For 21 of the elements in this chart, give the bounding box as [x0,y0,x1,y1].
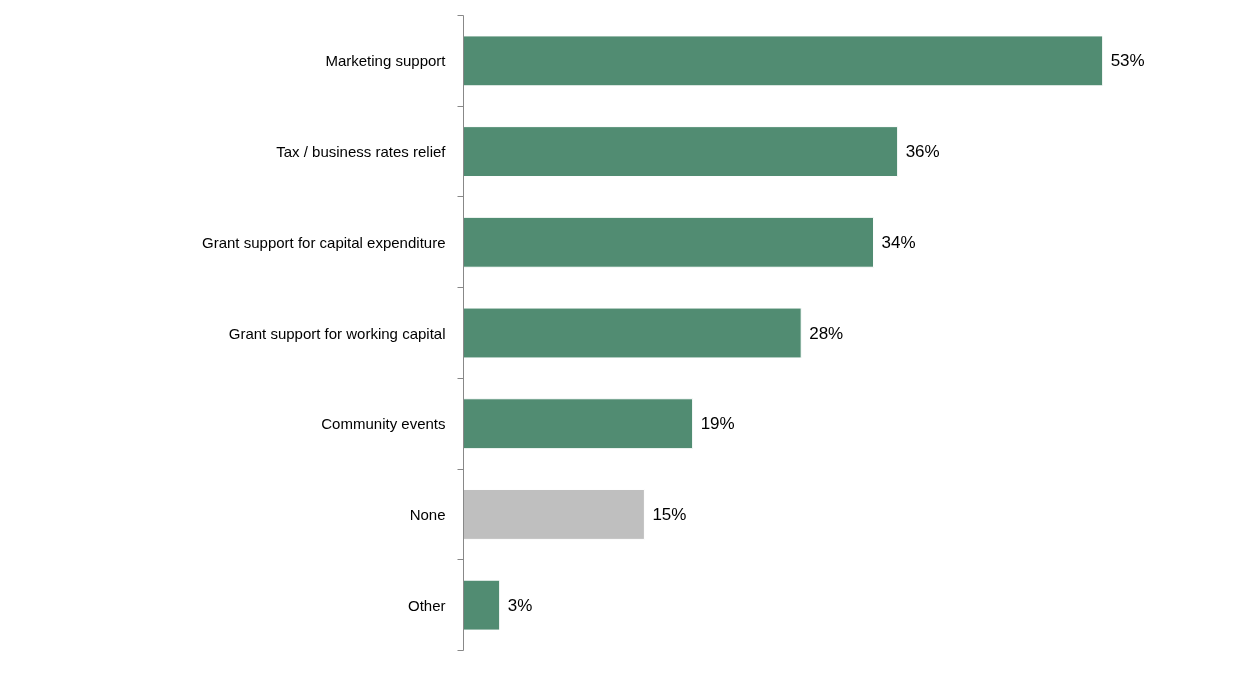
y-tick-label: None [409,505,446,523]
y-tick-label: Grant support for capital expenditure [202,233,446,251]
bar [463,398,694,450]
bar [463,307,802,359]
y-tick-label: Marketing support [325,52,447,70]
data-label: 36% [905,142,940,162]
bar [463,488,645,540]
y-tick-label: Grant support for working capital [228,324,446,342]
data-label: 19% [700,414,735,434]
data-label: 34% [881,232,916,252]
bar [463,216,875,268]
bar [463,579,501,631]
y-tick-label: Community events [321,415,446,433]
bar [463,35,1104,87]
data-label: 28% [809,323,844,343]
data-label: 53% [1110,51,1145,71]
data-label: 3% [507,595,533,615]
y-tick-label: Tax / business rates relief [276,143,447,161]
bar [463,126,899,178]
y-tick-label: Other [407,596,446,614]
data-label: 15% [652,504,687,524]
